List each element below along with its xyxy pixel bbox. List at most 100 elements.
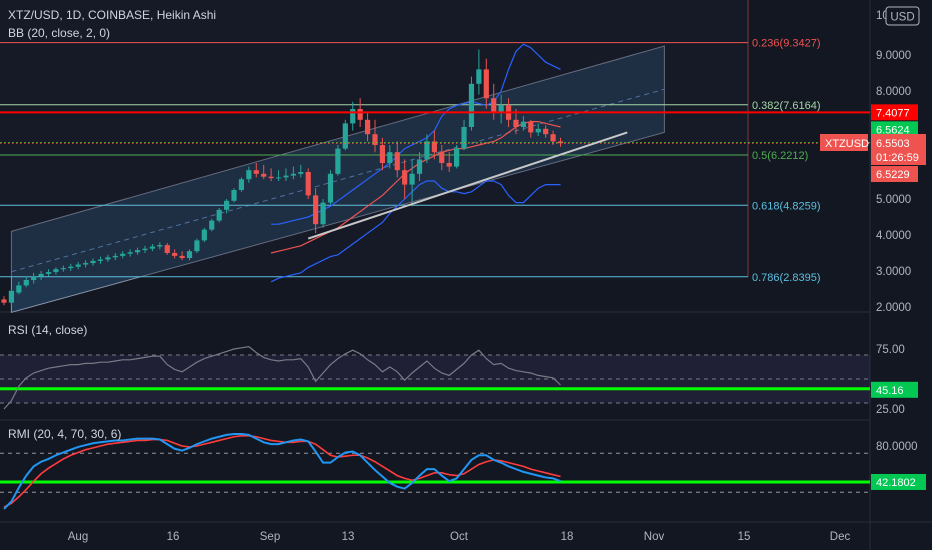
time-axis-label: 18 [561, 531, 574, 543]
candle-body [357, 109, 363, 120]
time-axis-label: Oct [450, 531, 469, 543]
candle-body [16, 285, 22, 293]
candle-body [38, 273, 44, 277]
rmi-value-badge: 42.1802 [876, 477, 916, 489]
candle-body [253, 170, 259, 174]
candle-body [149, 246, 155, 249]
candle-body [112, 255, 118, 258]
candle-body [90, 260, 96, 264]
candle-body [216, 209, 222, 221]
time-axis-label: Nov [644, 531, 665, 543]
bb-lower-band [270, 180, 561, 283]
level-top-badge-bg [871, 104, 918, 121]
price-axis-tick-label: 2.0000 [876, 302, 911, 314]
time-axis-label: Dec [830, 531, 851, 543]
rsi-value-badge: 45.16 [876, 385, 904, 397]
candle-body [1, 299, 7, 303]
candle-body [379, 145, 386, 163]
rmi-main-line [3, 432, 561, 510]
candle-body [172, 253, 178, 256]
time-axis-label: Sep [260, 531, 280, 543]
candle-body [8, 290, 15, 303]
time-axis-label: Aug [68, 531, 88, 543]
candle-body [201, 229, 207, 241]
bb-indicator-title: BB (20, close, 2, 0) [8, 26, 110, 40]
candle-body [105, 257, 111, 260]
candle-body [520, 121, 526, 127]
fib-level-label: 0.786(2.8395) [752, 272, 821, 284]
price-axis-tick-label: 3.0000 [876, 266, 911, 278]
candle-body [550, 134, 556, 142]
last-price-badge-bg [871, 134, 926, 151]
fib-level-label: 0.5(6.2212) [752, 150, 808, 162]
candle-body [327, 173, 334, 203]
candle-body [350, 109, 356, 124]
price-axis-tick-label: 8.0000 [876, 86, 911, 98]
rsi-indicator-title: RSI (14, close) [8, 323, 87, 337]
candle-body [142, 248, 148, 251]
candle-body [97, 259, 104, 261]
candle-body [476, 69, 482, 84]
candle-body [75, 264, 81, 267]
candle-body [424, 141, 430, 160]
candle-body [372, 134, 378, 145]
candle-body [127, 252, 133, 254]
candle-body [120, 253, 126, 256]
candle-body [290, 173, 296, 176]
symbol-badge-bg [820, 134, 868, 151]
countdown-badge-bg [871, 150, 926, 165]
last-price-badge: 6.5503 [876, 138, 910, 150]
candle-body [402, 170, 408, 185]
candle-body [238, 179, 245, 190]
symbol-badge: XTZUSD [825, 138, 869, 150]
candle-body [53, 269, 59, 273]
candle-body [231, 190, 237, 201]
candle-body [246, 170, 252, 180]
candle-body [431, 141, 437, 153]
chart-title: XTZ/USD, 1D, COINBASE, Heikin Ashi [8, 8, 216, 22]
candle-body [416, 159, 423, 174]
candle-body [157, 245, 163, 247]
candle-body [498, 105, 504, 113]
candle-body [305, 172, 311, 196]
candle-body [535, 128, 541, 133]
candle-body [179, 255, 185, 259]
currency-label: USD [890, 12, 914, 24]
candle-body [491, 98, 497, 113]
bb-upper-band [271, 43, 561, 225]
candle-body [224, 200, 230, 210]
time-axis-label: 13 [342, 531, 355, 543]
candle-body [83, 263, 89, 265]
rmi-indicator-title: RMI (20, 4, 70, 30, 6) [8, 427, 121, 441]
rsi-axis-tick-label: 75.00 [876, 344, 905, 356]
candle-body [543, 128, 549, 135]
candle-body [209, 220, 215, 230]
candle-body [164, 245, 170, 253]
candle-body [483, 69, 489, 99]
candle-body [409, 173, 415, 185]
candle-body [283, 175, 289, 178]
candle-body [313, 195, 319, 225]
rsi-value-badge-bg [871, 381, 918, 398]
candle-body [31, 276, 37, 280]
candle-body [186, 251, 193, 259]
fib-level-label: 0.236(9.3427) [752, 38, 821, 50]
candle-body [446, 163, 452, 167]
candle-body [394, 152, 400, 171]
bb-middle-band [270, 120, 561, 254]
level-low-badge: 6.5229 [876, 169, 910, 181]
candle-body [275, 177, 282, 179]
channel-midline [11, 88, 665, 273]
candle-body [261, 173, 267, 177]
rmi-value-badge-bg [871, 473, 926, 490]
trendline [307, 131, 628, 240]
candle-body [468, 83, 475, 127]
candle-body [461, 127, 467, 149]
candle-body [134, 250, 141, 253]
currency-button[interactable]: USD [885, 6, 920, 26]
countdown-badge: 01:26:59 [876, 152, 919, 164]
rmi-signal-line [3, 435, 561, 508]
